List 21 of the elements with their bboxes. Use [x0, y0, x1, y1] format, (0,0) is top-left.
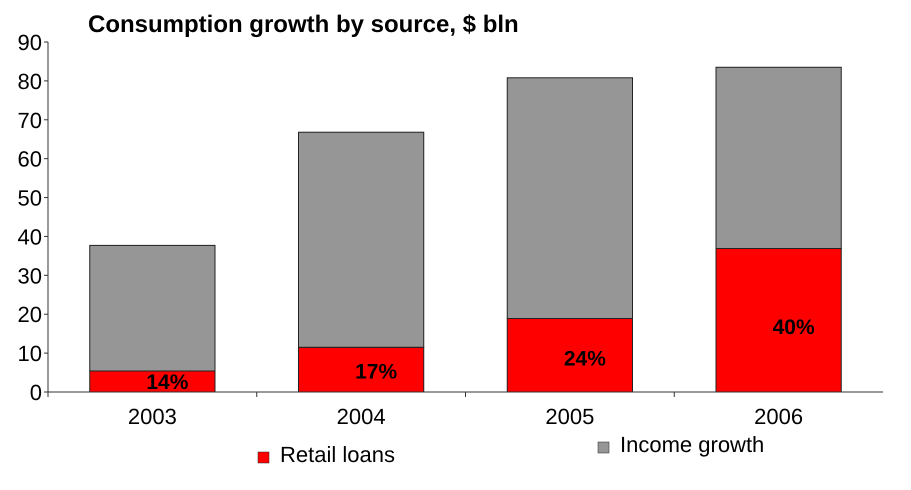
legend-label: Income growth	[620, 432, 764, 457]
y-tick-label: 40	[18, 224, 42, 250]
chart-title: Consumption growth by source, $ bln	[88, 11, 519, 38]
y-tick-label: 20	[18, 302, 42, 328]
legend-label: Retail loans	[280, 442, 395, 467]
y-tick-label: 90	[18, 30, 42, 55]
y-tick-label: 80	[18, 68, 42, 94]
x-tick-label: 2006	[754, 404, 804, 429]
y-tick-label: 30	[18, 263, 42, 288]
y-tick-label: 10	[18, 341, 42, 366]
y-tick-label: 50	[18, 186, 42, 211]
annotation: 17%	[355, 360, 398, 384]
annotation: 40%	[772, 316, 815, 339]
annotation: 24%	[564, 347, 606, 370]
annotation: 14%	[146, 371, 189, 394]
x-tick-label: 2003	[128, 404, 177, 429]
x-tick-label: 2005	[545, 404, 594, 429]
x-tick-label: 2004	[336, 404, 386, 429]
y-tick-label: 60	[18, 146, 42, 172]
y-tick-label: 0	[30, 380, 42, 405]
y-tick-label: 70	[18, 108, 42, 133]
